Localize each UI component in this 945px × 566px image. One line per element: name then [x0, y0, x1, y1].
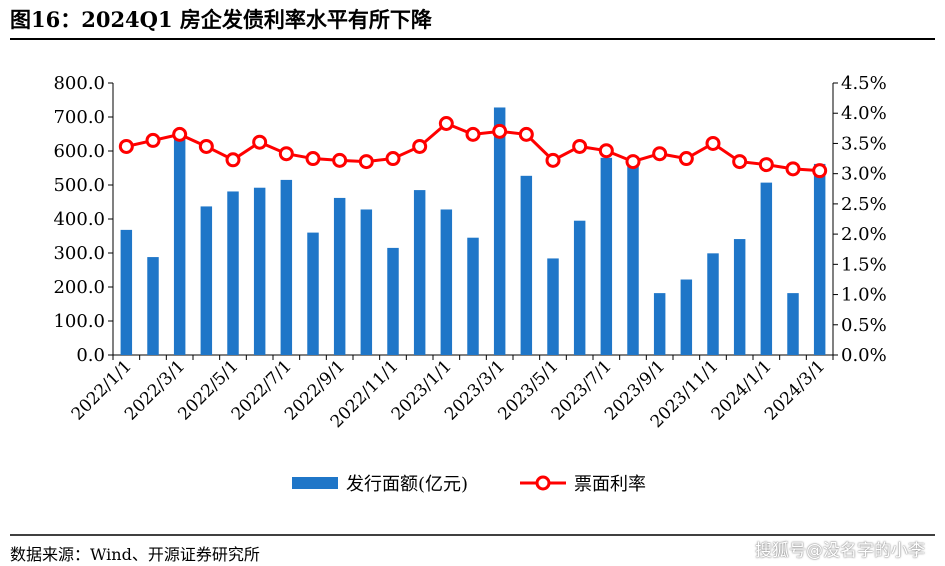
legend-bar-swatch	[292, 477, 338, 489]
y-left-tick-label: 200.0	[53, 277, 105, 298]
y-left-tick-label: 400.0	[53, 209, 105, 230]
y-right-tick-label: 0.0%	[841, 345, 887, 366]
chart-title: 图16：2024Q1 房企发债利率水平有所下降	[10, 7, 432, 32]
rate-point	[492, 123, 508, 139]
bar	[280, 179, 293, 355]
rate-point	[545, 152, 561, 168]
rate-point	[385, 151, 401, 167]
rate-point	[278, 146, 294, 162]
source-note: 数据来源：Wind、开源证券研究所	[10, 545, 260, 564]
watermark: 搜狐号@没名字的小李	[755, 541, 925, 561]
rate-point	[225, 152, 241, 168]
bar	[200, 206, 213, 355]
rate-point	[252, 134, 268, 150]
rate-point	[572, 138, 588, 154]
bar	[120, 229, 133, 355]
legend-line-label: 票面利率	[574, 474, 646, 495]
rate-point	[625, 154, 641, 170]
bar	[147, 257, 159, 355]
bar	[787, 293, 799, 355]
rate-point	[812, 163, 828, 179]
legend-line-marker	[535, 475, 551, 491]
bar	[520, 175, 533, 355]
y-left-tick-label: 700.0	[53, 107, 105, 128]
rate-point	[518, 126, 534, 142]
bar	[600, 157, 613, 355]
y-left-tick-label: 500.0	[53, 175, 105, 196]
y-left-tick-label: 0.0	[76, 345, 105, 366]
rate-point	[732, 154, 748, 170]
bar	[547, 258, 559, 355]
bar	[707, 253, 719, 355]
y-left-tick-label: 600.0	[53, 141, 105, 162]
rate-point	[465, 126, 481, 142]
y-right-tick-label: 1.0%	[841, 285, 887, 306]
bar	[680, 279, 693, 355]
bar	[413, 190, 426, 355]
legend-bar-label: 发行面额(亿元)	[346, 474, 468, 495]
bar	[227, 191, 239, 355]
y-right-tick-label: 2.0%	[841, 224, 887, 245]
bar	[307, 232, 319, 355]
y-right-tick-label: 1.5%	[841, 254, 887, 275]
rate-point	[145, 132, 161, 148]
rate-point	[598, 143, 614, 159]
y-right-tick-label: 2.5%	[841, 194, 887, 215]
rate-point	[652, 146, 668, 162]
y-left-tick-label: 300.0	[53, 243, 105, 264]
rate-point	[705, 135, 721, 151]
y-right-tick-label: 4.5%	[841, 73, 887, 94]
rate-point	[172, 126, 188, 142]
bar	[173, 134, 186, 355]
y-left-tick-label: 100.0	[53, 311, 105, 332]
bar	[253, 187, 266, 355]
bar	[387, 247, 399, 355]
bar	[627, 162, 639, 355]
rate-point	[305, 151, 321, 167]
y-right-tick-label: 3.5%	[841, 133, 887, 154]
y-right-tick-label: 4.0%	[841, 103, 887, 124]
bar	[733, 239, 746, 355]
bar	[760, 182, 773, 355]
bar	[813, 163, 826, 355]
bar	[467, 237, 479, 355]
bar	[493, 107, 506, 355]
bar	[333, 197, 346, 355]
rate-point	[358, 154, 374, 170]
rate-point	[118, 138, 134, 154]
rate-point	[785, 161, 801, 177]
rate-point	[758, 157, 774, 173]
y-left-tick-label: 800.0	[53, 73, 105, 94]
rate-point	[438, 115, 454, 131]
y-right-tick-label: 0.5%	[841, 315, 887, 336]
rate-point	[412, 138, 428, 154]
rate-point	[198, 138, 214, 154]
bar	[440, 209, 453, 355]
bar	[573, 220, 586, 355]
bar	[360, 209, 373, 355]
bar	[653, 293, 666, 355]
y-right-tick-label: 3.0%	[841, 164, 887, 185]
rate-point	[332, 152, 348, 168]
rate-point	[678, 151, 694, 167]
